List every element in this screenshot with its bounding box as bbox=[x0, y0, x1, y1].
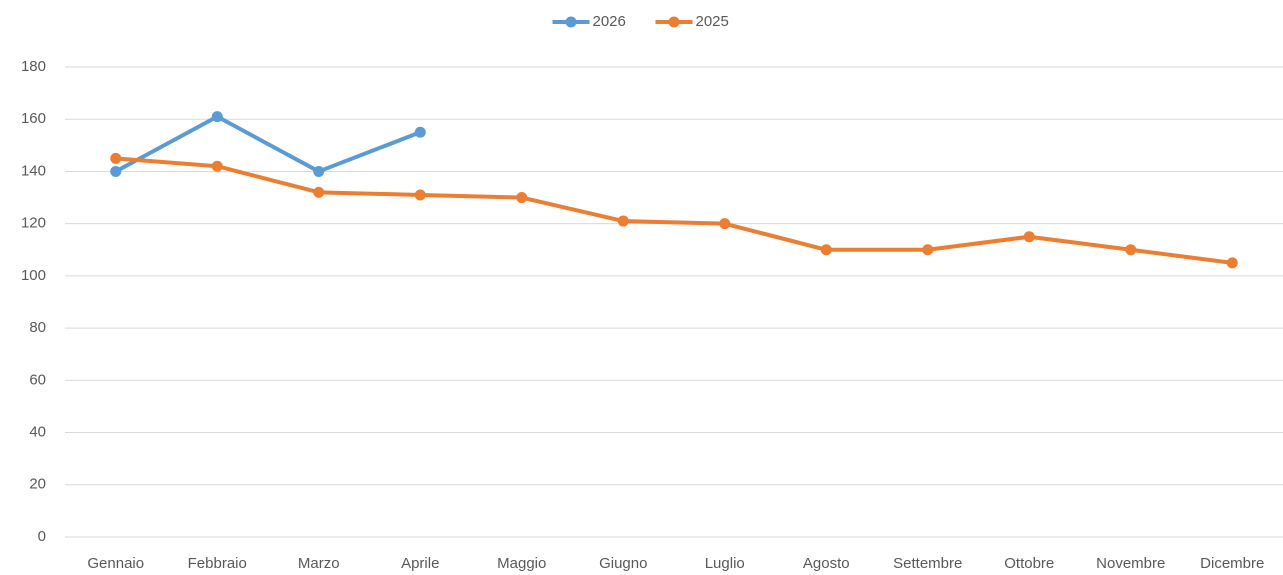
data-point bbox=[516, 192, 528, 204]
y-tick-label: 0 bbox=[38, 528, 46, 545]
legend-label: 2026 bbox=[593, 13, 626, 30]
data-point bbox=[414, 126, 426, 138]
data-point bbox=[110, 165, 122, 177]
x-tick-label: Febbraio bbox=[188, 555, 247, 572]
data-point bbox=[211, 111, 223, 123]
data-point bbox=[414, 189, 426, 201]
x-tick-label: Dicembre bbox=[1200, 555, 1264, 572]
series-line bbox=[113, 114, 423, 174]
legend-marker bbox=[565, 16, 577, 28]
x-tick-label: Luglio bbox=[705, 555, 745, 572]
x-tick-label: Ottobre bbox=[1004, 555, 1054, 572]
legend-marker bbox=[668, 16, 680, 28]
x-tick-label: Settembre bbox=[893, 555, 962, 572]
data-point bbox=[820, 244, 832, 256]
x-tick-label: Novembre bbox=[1096, 555, 1165, 572]
y-tick-label: 100 bbox=[21, 267, 46, 284]
data-point bbox=[617, 215, 629, 227]
y-tick-label: 140 bbox=[21, 162, 46, 179]
data-point bbox=[211, 160, 223, 172]
x-tick-label: Gennaio bbox=[87, 555, 144, 572]
y-tick-label: 160 bbox=[21, 110, 46, 127]
data-point bbox=[110, 152, 122, 164]
legend-label: 2025 bbox=[696, 13, 729, 30]
data-point bbox=[1226, 257, 1238, 269]
data-point bbox=[1023, 231, 1035, 243]
series-line bbox=[113, 156, 1235, 265]
data-point bbox=[719, 218, 731, 230]
x-tick-label: Maggio bbox=[497, 555, 546, 572]
x-tick-label: Marzo bbox=[298, 555, 340, 572]
data-point bbox=[313, 186, 325, 198]
data-point bbox=[1125, 244, 1137, 256]
x-tick-label: Giugno bbox=[599, 555, 647, 572]
y-tick-label: 120 bbox=[21, 215, 46, 232]
x-tick-label: Aprile bbox=[401, 555, 439, 572]
x-tick-label: Agosto bbox=[803, 555, 850, 572]
y-tick-label: 60 bbox=[29, 371, 46, 388]
y-tick-label: 80 bbox=[29, 319, 46, 336]
y-tick-label: 180 bbox=[21, 58, 46, 75]
data-point bbox=[922, 244, 934, 256]
y-tick-label: 20 bbox=[29, 476, 46, 493]
y-tick-label: 40 bbox=[29, 424, 46, 441]
data-point bbox=[313, 165, 325, 177]
